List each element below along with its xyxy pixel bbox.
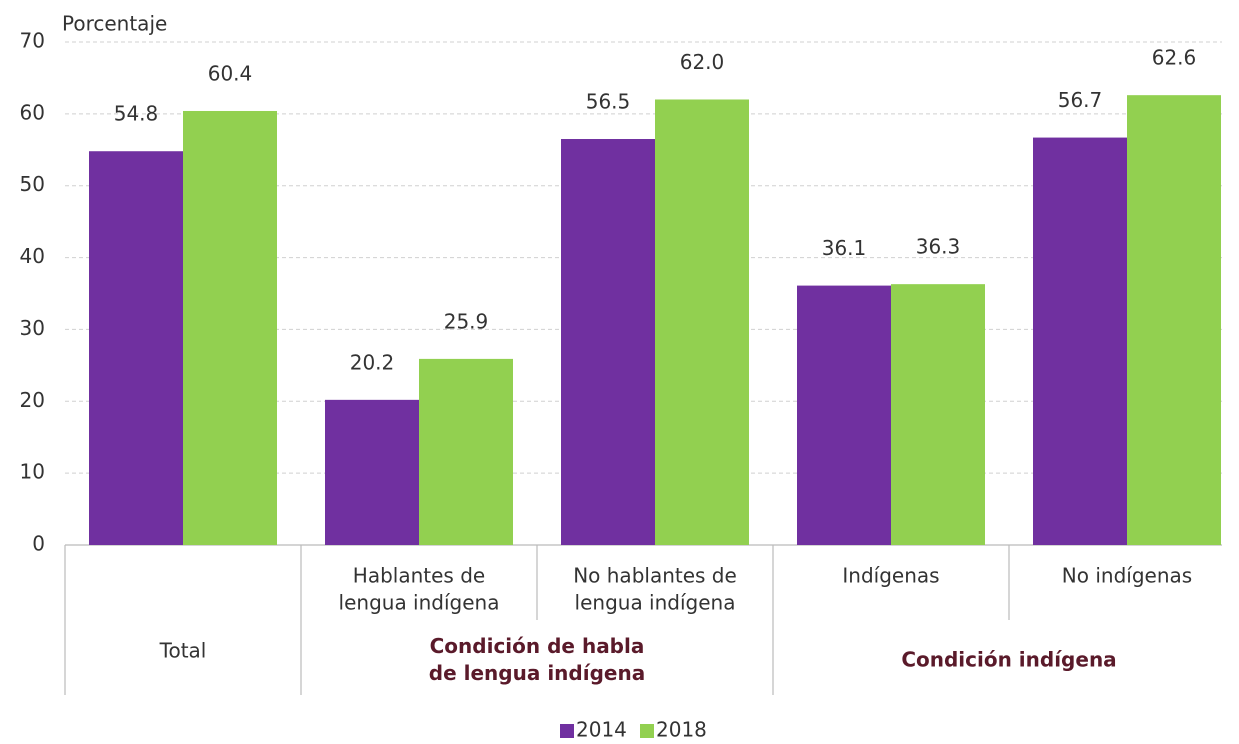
value-label: 20.2 [350,350,395,374]
legend-label: 2014 [576,718,627,741]
y-tick-label: 0 [32,532,45,556]
bar [1127,95,1221,545]
group-label: Condición de habla [430,634,645,658]
legend-label: 2018 [656,718,707,741]
value-label: 56.5 [586,90,631,114]
x-tick-label: lengua indígena [339,591,500,615]
x-tick-label: No hablantes de [573,564,737,588]
bar [797,285,891,545]
y-axis-label: Porcentaje [62,12,167,36]
legend-swatch [560,724,574,738]
bar [891,284,985,545]
bar [325,399,419,545]
bar [561,139,655,545]
group-label: Condición indígena [901,648,1116,672]
y-tick-label: 30 [20,316,45,340]
value-label: 62.0 [680,50,725,74]
bar [1033,137,1127,545]
x-tick-label: No indígenas [1062,564,1192,588]
value-label: 36.1 [822,236,867,260]
y-tick-label: 10 [20,460,45,484]
x-tick-label: lengua indígena [575,591,736,615]
y-tick-label: 60 [20,100,45,124]
y-tick-label: 20 [20,388,45,412]
value-label: 56.7 [1058,88,1103,112]
y-tick-label: 70 [20,29,45,53]
value-label: 25.9 [444,309,489,333]
bar [655,99,749,545]
value-label: 36.3 [916,235,961,259]
x-tick-label: Indígenas [842,564,939,588]
y-tick-label: 50 [20,172,45,196]
value-label: 62.6 [1152,46,1197,70]
x-tick-label: Hablantes de [353,564,485,588]
bar [419,358,513,545]
group-label: de lengua indígena [429,661,645,685]
bar [89,151,183,546]
legend-swatch [640,724,654,738]
x-tick-label: Total [159,639,207,663]
value-label: 60.4 [208,61,253,85]
y-tick-label: 40 [20,244,45,268]
value-label: 54.8 [114,102,159,126]
bar [183,110,277,546]
